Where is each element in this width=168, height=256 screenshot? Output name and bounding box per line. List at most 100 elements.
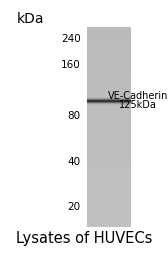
Bar [87,148,131,149]
Bar [87,177,131,178]
Text: Lysates of HUVECs: Lysates of HUVECs [16,231,152,246]
Bar [87,176,131,177]
Bar [87,45,131,46]
Bar [87,53,131,54]
Text: 125kDa: 125kDa [119,100,157,110]
Bar [87,33,131,34]
Bar [87,149,131,150]
Bar [87,191,131,192]
Bar [87,97,131,98]
Bar [87,65,131,66]
Bar [87,57,131,58]
Bar [87,35,131,36]
Bar [87,197,131,198]
Bar [87,195,131,196]
Bar [87,203,131,204]
Bar [87,119,131,120]
Bar [87,67,131,68]
Bar [87,179,131,180]
Bar [87,216,131,217]
Bar [87,220,131,221]
Bar [87,202,131,203]
Bar [87,157,131,158]
Bar [87,51,131,52]
Bar [87,79,131,80]
Bar [87,36,131,37]
Bar [87,54,131,55]
Bar [87,205,131,206]
Bar [87,69,131,70]
Bar [87,160,131,161]
Bar [87,153,131,154]
Bar [87,62,131,63]
Bar [87,96,131,97]
Bar [87,155,131,156]
Bar [87,152,131,153]
Bar [87,164,131,165]
Bar [87,189,131,190]
Bar [87,55,131,56]
Bar [87,171,131,172]
Bar [87,107,131,108]
Bar [87,166,131,167]
Bar [87,143,131,144]
Bar [87,114,131,115]
Bar [87,73,131,74]
Bar [87,215,131,216]
Bar [87,204,131,205]
Bar [87,208,131,209]
Bar [87,56,131,57]
Bar [87,180,131,181]
Bar [87,132,131,133]
Bar [87,117,131,118]
Bar [87,100,131,101]
Text: 20: 20 [68,202,81,212]
Bar [87,88,131,89]
Bar [87,192,131,193]
Bar [87,172,131,173]
Bar [87,174,131,175]
Bar [87,93,131,94]
Bar [87,156,131,157]
Bar [87,198,131,199]
Bar [87,158,131,159]
Bar [87,226,131,227]
Bar [87,154,131,155]
Bar [87,125,131,126]
Bar [87,78,131,79]
Bar [87,92,131,93]
Bar [87,201,131,202]
Bar [87,162,131,163]
Text: 240: 240 [61,34,81,44]
Bar [87,218,131,219]
Bar [87,71,131,72]
Bar [87,81,131,82]
Bar [87,102,131,103]
Bar [87,196,131,197]
Bar [87,163,131,164]
Bar [87,123,131,124]
Bar [87,84,131,85]
Bar [87,222,131,223]
Bar [87,124,131,125]
Bar [87,142,131,143]
Bar [87,122,131,123]
Bar [87,135,131,136]
Bar [87,193,131,194]
Text: VE-Cadherin: VE-Cadherin [108,91,168,101]
Bar [87,104,131,105]
Bar [87,145,131,146]
Bar [87,134,131,135]
Bar [87,219,131,220]
Bar [87,138,131,139]
Bar [87,131,131,132]
Bar [87,87,131,88]
Bar [87,91,131,92]
Bar [87,94,131,95]
Bar [87,217,131,218]
Bar [87,30,131,31]
Bar [87,165,131,166]
Bar [87,95,131,96]
Bar [87,121,131,122]
Bar [87,161,131,162]
